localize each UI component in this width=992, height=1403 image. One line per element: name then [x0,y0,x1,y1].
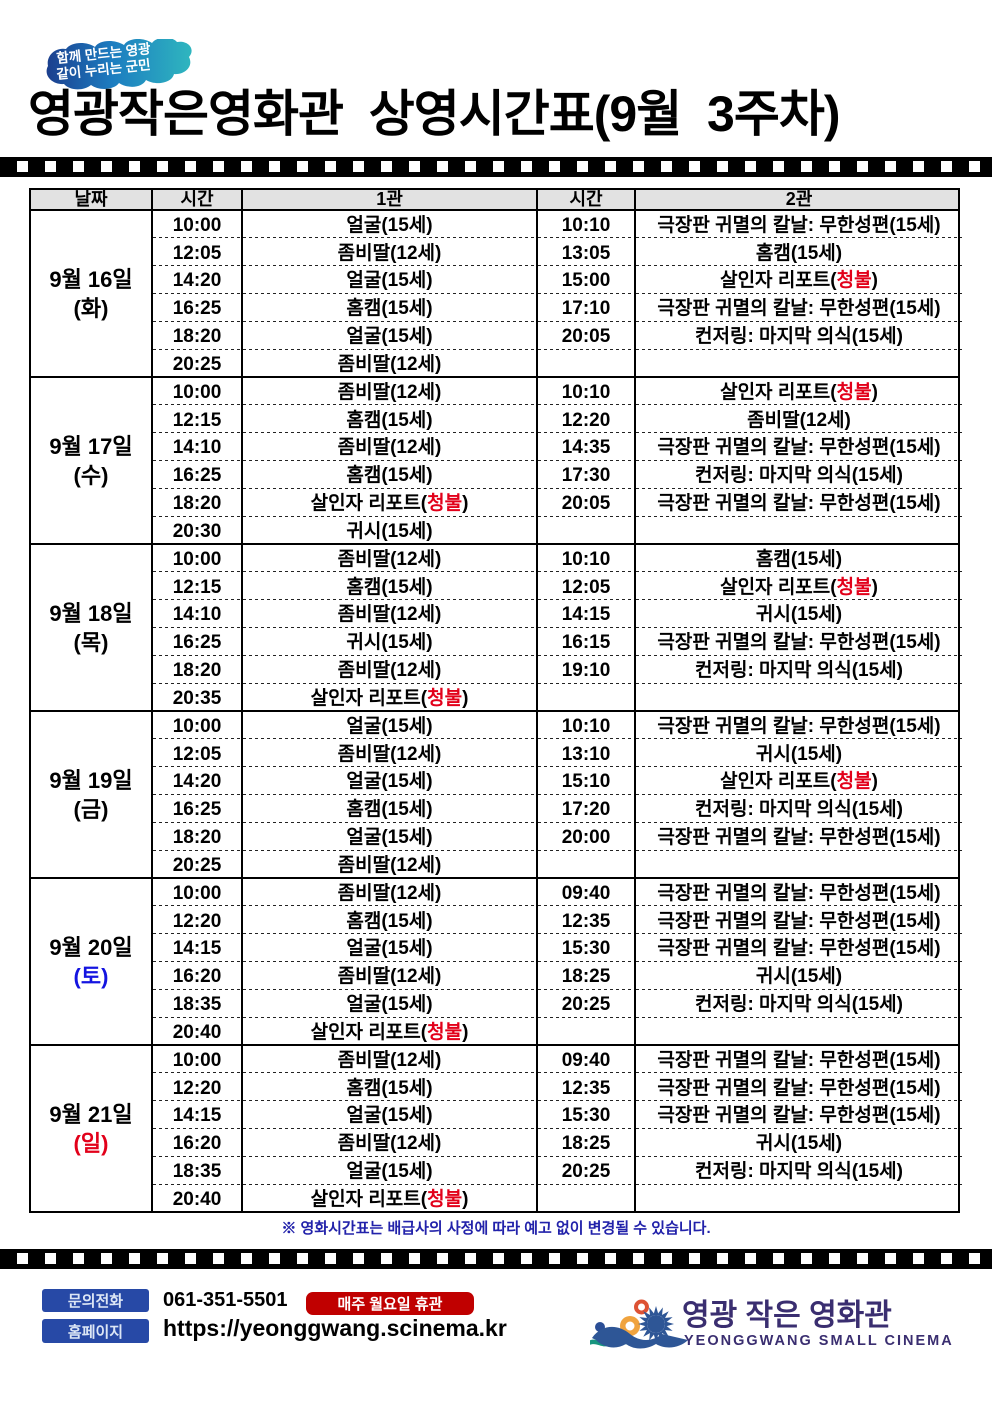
svg-text:YEONGGWANG SMALL CINEMA: YEONGGWANG SMALL CINEMA [684,1333,954,1349]
svg-text:영광 작은 영화관: 영광 작은 영화관 [682,1299,892,1332]
